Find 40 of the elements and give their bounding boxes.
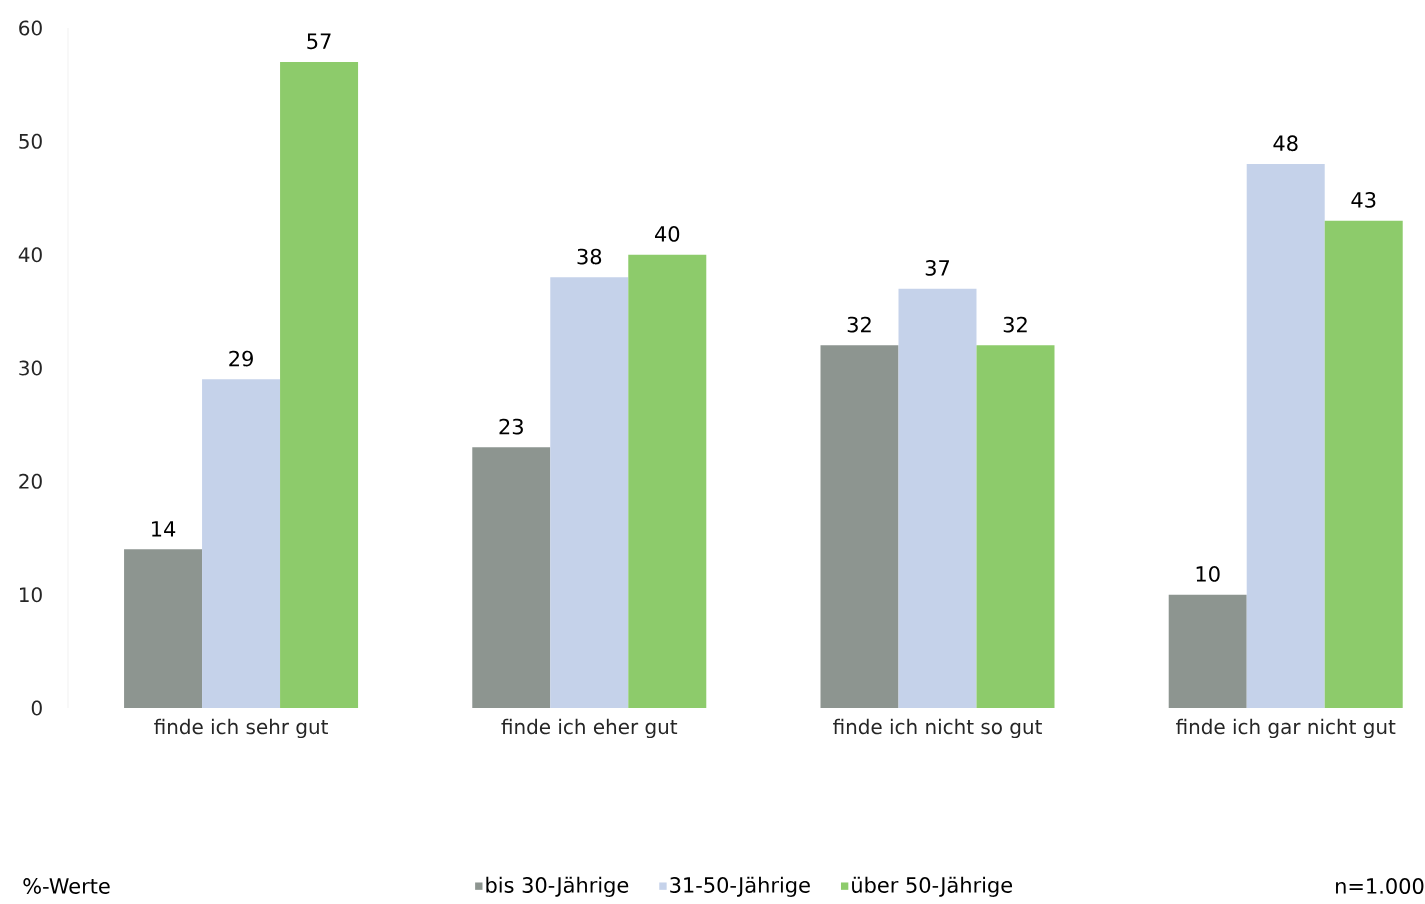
data-label: 32 [1003,316,1027,333]
bar [202,379,281,708]
x-tick-label: finde ich eher gut [501,718,678,739]
x-tick-label: finde ich nicht so gut [833,718,1042,739]
text: n=1.000 [1336,878,1424,894]
y-tick-label: 20 [19,473,42,489]
bar [124,549,203,708]
bar [1168,594,1247,708]
data-label: 10 [1196,566,1220,582]
legend-label: über 50-Jährige [852,876,1013,897]
bar [472,447,551,708]
y-tick-label: 40 [18,247,42,263]
bar [550,277,629,708]
bar [976,345,1055,708]
data-label: 32 [847,316,871,333]
y-tick-label: 10 [19,587,42,603]
data-label: 48 [1273,135,1298,152]
bar [628,254,707,708]
x-tick-label: finde ich gar nicht gut [1176,718,1396,739]
y-tick-label: 50 [19,133,42,149]
data-label: 38 [577,248,602,265]
legend-label: bis 30-Jährige [486,876,629,897]
bar [820,345,899,708]
bar [898,288,977,708]
data-label: 29 [229,350,253,367]
bar [1324,220,1403,708]
data-label: 43 [1351,192,1376,208]
bar [280,62,359,708]
legend-label: 31-50-Jährige [670,876,810,897]
data-label: 37 [925,260,950,276]
y-tick-label: 30 [19,360,42,376]
bar [1246,164,1325,708]
data-label: 57 [307,33,331,50]
y-tick-label: 60 [19,20,42,36]
data-label: 23 [499,418,523,435]
data-label: 40 [654,226,680,242]
x-tick-label: finde ich sehr gut [154,718,328,739]
y-tick-label: 0 [31,700,42,716]
data-label: 14 [152,521,176,537]
text: %-Werte [23,878,110,894]
